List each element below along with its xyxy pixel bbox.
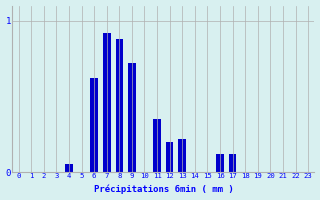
Bar [65,164,73,172]
Bar [103,33,110,172]
Bar [166,142,173,172]
Bar [179,139,186,172]
Bar [153,119,161,172]
Bar [90,78,98,172]
Bar [229,154,236,172]
Bar [116,39,123,172]
Bar [216,154,224,172]
X-axis label: Précipitations 6min ( mm ): Précipitations 6min ( mm ) [93,185,233,194]
Bar [128,63,136,172]
